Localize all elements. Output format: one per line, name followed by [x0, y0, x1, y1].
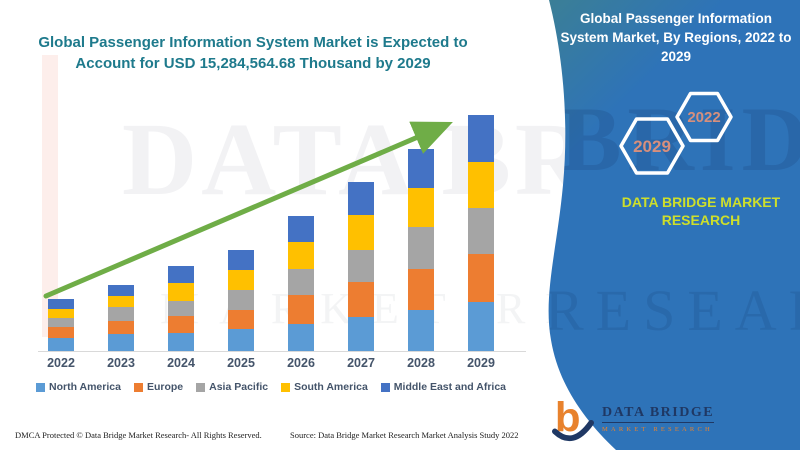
legend-item-south-america: South America	[281, 381, 368, 393]
bar-segment-2028	[408, 269, 434, 310]
bar-segment-2025	[228, 290, 254, 310]
legend-label: Asia Pacific	[209, 381, 269, 393]
logo-tagline: MARKET RESEARCH	[602, 426, 713, 433]
legend-label: North America	[48, 381, 121, 393]
bar-segment-2022	[48, 338, 74, 351]
bar-segment-2029	[468, 302, 494, 351]
bar-segment-2027	[348, 215, 374, 250]
x-axis-line	[38, 351, 526, 352]
bar-segment-2026	[288, 295, 314, 324]
bar-stack-2028	[408, 149, 434, 351]
legend-swatch	[35, 382, 45, 392]
hexagon-2029: 2029	[619, 117, 685, 175]
bar-segment-2028	[408, 310, 434, 351]
bar-segment-2029	[468, 115, 494, 162]
bar-stack-2025	[228, 250, 254, 351]
x-axis-label-2022: 2022	[47, 356, 75, 370]
x-axis-label-2029: 2029	[467, 356, 495, 370]
logo-b-icon: b	[552, 396, 594, 442]
bar-segment-2024	[168, 301, 194, 316]
bar-segment-2022	[48, 299, 74, 309]
x-axis-label-2025: 2025	[227, 356, 255, 370]
bar-segment-2027	[348, 317, 374, 351]
bar-stack-2024	[168, 266, 194, 351]
legend-swatch	[380, 382, 390, 392]
watermark-panel-line2: RESEARCH	[545, 278, 800, 343]
bar-segment-2023	[108, 307, 134, 321]
bar-segment-2024	[168, 283, 194, 301]
legend-label: Europe	[146, 381, 184, 393]
company-logo: b DATA BRIDGE MARKET RESEARCH	[552, 396, 715, 442]
x-axis-label-2026: 2026	[287, 356, 315, 370]
legend-item-north-america: North America	[35, 381, 121, 393]
legend-item-middle-east-and-africa: Middle East and Africa	[380, 381, 507, 393]
legend-swatch	[196, 382, 206, 392]
x-axis-label-2023: 2023	[107, 356, 135, 370]
bar-segment-2022	[48, 309, 74, 318]
bar-segment-2026	[288, 242, 314, 269]
bar-segment-2025	[228, 329, 254, 351]
bar-segment-2025	[228, 310, 254, 329]
bar-segment-2022	[48, 318, 74, 327]
footer-source-text: Source: Data Bridge Market Research Mark…	[290, 430, 519, 440]
footer-dmca-text: DMCA Protected © Data Bridge Market Rese…	[15, 430, 262, 440]
x-axis-label-2028: 2028	[407, 356, 435, 370]
bar-segment-2027	[348, 282, 374, 317]
legend-label: Middle East and Africa	[393, 381, 507, 393]
bar-segment-2023	[108, 321, 134, 334]
bar-segment-2028	[408, 227, 434, 269]
hexagon-2022: 2022	[675, 91, 733, 143]
legend-item-europe: Europe	[133, 381, 184, 393]
bar-segment-2027	[348, 182, 374, 215]
bar-segment-2029	[468, 162, 494, 208]
bar-stack-2029	[468, 115, 494, 351]
panel-shape	[548, 0, 800, 450]
x-axis-label-2027: 2027	[347, 356, 375, 370]
hexagon-2022-label: 2022	[687, 109, 720, 126]
panel-title: Global Passenger Information System Mark…	[560, 11, 792, 64]
chart-title: Global Passenger Information System Mark…	[38, 34, 468, 72]
watermark-chart-line1: DATA BRI	[122, 102, 639, 217]
bar-segment-2026	[288, 324, 314, 351]
bar-segment-2028	[408, 188, 434, 227]
bar-stack-2026	[288, 216, 314, 351]
bar-segment-2026	[288, 216, 314, 242]
bar-segment-2027	[348, 250, 374, 282]
bar-segment-2023	[108, 285, 134, 296]
legend-label: South America	[294, 381, 368, 393]
bar-segment-2025	[228, 250, 254, 270]
bar-segment-2023	[108, 296, 134, 307]
bar-segment-2026	[288, 269, 314, 295]
legend-swatch	[281, 382, 291, 392]
bar-segment-2025	[228, 270, 254, 290]
bar-segment-2029	[468, 254, 494, 302]
legend-swatch	[133, 382, 143, 392]
pink-stripe-decoration	[42, 55, 58, 337]
bar-segment-2022	[48, 327, 74, 338]
legend-item-asia-pacific: Asia Pacific	[196, 381, 268, 393]
bar-segment-2029	[468, 208, 494, 254]
bar-segment-2024	[168, 333, 194, 351]
x-axis-label-2024: 2024	[167, 356, 195, 370]
bar-stack-2022	[48, 299, 74, 351]
brand-text: DATA BRIDGE MARKET RESEARCH	[621, 194, 781, 229]
bar-segment-2028	[408, 149, 434, 188]
bar-segment-2024	[168, 266, 194, 283]
chart-legend: North America Europe Asia Pacific South Ame…	[18, 381, 524, 393]
bar-segment-2024	[168, 316, 194, 333]
bar-stack-2023	[108, 285, 134, 351]
bar-segment-2023	[108, 334, 134, 351]
hexagon-2029-label: 2029	[633, 137, 671, 156]
logo-name: DATA BRIDGE	[602, 405, 715, 423]
bar-stack-2027	[348, 182, 374, 351]
